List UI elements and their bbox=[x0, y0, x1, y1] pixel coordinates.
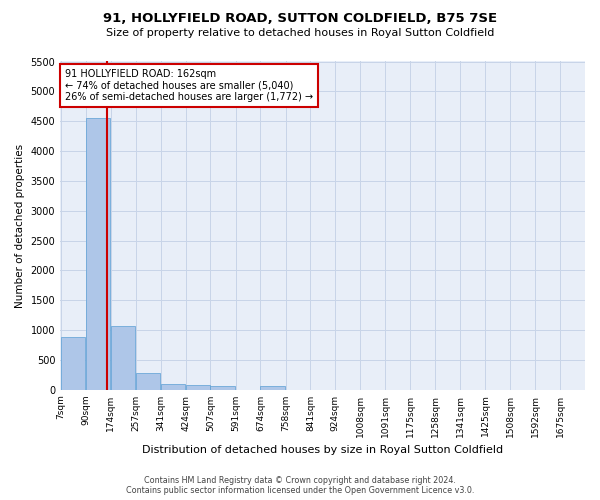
Text: Size of property relative to detached houses in Royal Sutton Coldfield: Size of property relative to detached ho… bbox=[106, 28, 494, 38]
X-axis label: Distribution of detached houses by size in Royal Sutton Coldfield: Distribution of detached houses by size … bbox=[142, 445, 503, 455]
Bar bbox=[61, 337, 85, 390]
Text: 91 HOLLYFIELD ROAD: 162sqm
← 74% of detached houses are smaller (5,040)
26% of s: 91 HOLLYFIELD ROAD: 162sqm ← 74% of deta… bbox=[65, 68, 313, 102]
Bar bbox=[161, 384, 185, 390]
Text: Contains HM Land Registry data © Crown copyright and database right 2024.
Contai: Contains HM Land Registry data © Crown c… bbox=[126, 476, 474, 495]
Bar bbox=[111, 326, 136, 390]
Bar bbox=[86, 118, 110, 390]
Bar bbox=[136, 373, 160, 390]
Bar bbox=[260, 386, 285, 390]
Text: 91, HOLLYFIELD ROAD, SUTTON COLDFIELD, B75 7SE: 91, HOLLYFIELD ROAD, SUTTON COLDFIELD, B… bbox=[103, 12, 497, 26]
Bar bbox=[211, 386, 235, 390]
Y-axis label: Number of detached properties: Number of detached properties bbox=[15, 144, 25, 308]
Bar bbox=[185, 385, 210, 390]
